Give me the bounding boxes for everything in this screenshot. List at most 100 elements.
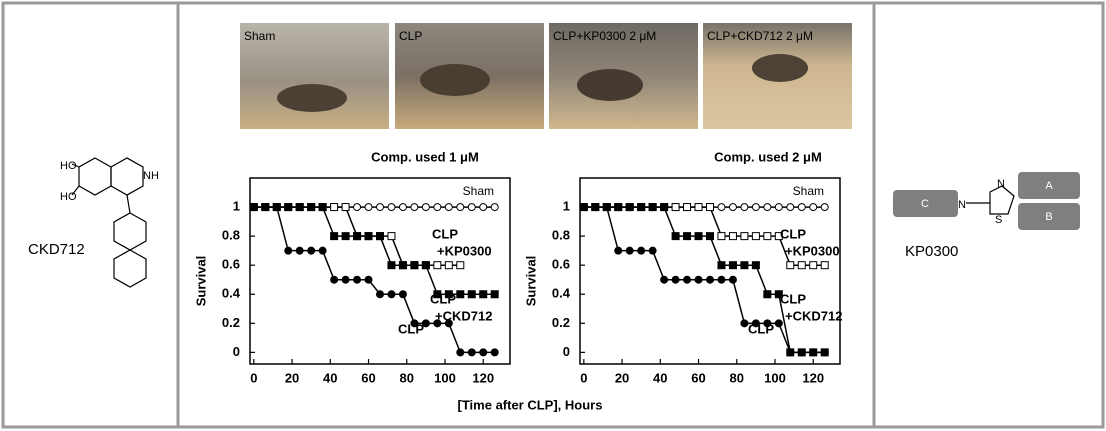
point [318, 203, 327, 212]
x-tick-label: 60 [691, 370, 705, 385]
group-label: C [921, 198, 929, 210]
point [421, 203, 430, 212]
point [820, 203, 829, 212]
point [648, 246, 657, 255]
point [353, 275, 362, 284]
point [479, 290, 488, 299]
point [579, 203, 588, 212]
atom-label: N [997, 178, 1005, 190]
x-tick-label: 120 [802, 370, 824, 385]
point [421, 261, 430, 270]
x-tick-label: 20 [615, 370, 629, 385]
atom-label: N [958, 199, 966, 211]
point [660, 275, 669, 284]
point [625, 203, 634, 212]
series-label: CLP [398, 321, 424, 336]
photo-label: Sham [244, 29, 275, 43]
x-tick-label: 20 [285, 370, 299, 385]
point [694, 232, 703, 241]
y-tick-label: 0.4 [222, 286, 241, 301]
group-box [893, 190, 958, 217]
point [717, 275, 726, 284]
chart-title: Comp. used 1 μM [371, 149, 479, 164]
point [456, 261, 465, 270]
point [249, 203, 258, 212]
group-label: B [1045, 211, 1052, 223]
point [444, 290, 453, 299]
point [410, 261, 419, 270]
point [797, 203, 806, 212]
point [591, 203, 600, 212]
point [318, 246, 327, 255]
y-tick-label: 0 [233, 344, 240, 359]
mouse [752, 54, 808, 82]
point [410, 203, 419, 212]
point [728, 275, 737, 284]
photo-label: CLP [399, 29, 422, 43]
point [376, 203, 384, 212]
point [421, 319, 430, 328]
point [467, 290, 476, 299]
y-tick-label: 1 [233, 199, 240, 214]
point [410, 319, 419, 328]
mouse [420, 64, 490, 96]
point [694, 275, 703, 284]
point [648, 203, 657, 212]
x-tick-label: 40 [323, 370, 337, 385]
series-line [253, 206, 495, 295]
x-axis-label: [Time after CLP], Hours [458, 397, 603, 412]
y-tick-label: 0.8 [222, 228, 240, 243]
point [307, 246, 316, 255]
point [456, 203, 465, 212]
point [683, 275, 692, 284]
x-tick-label: 60 [361, 370, 375, 385]
point [671, 203, 680, 212]
point [797, 261, 806, 270]
point [376, 290, 384, 299]
point [479, 348, 488, 357]
y-tick-label: 0.6 [222, 257, 240, 272]
point [387, 232, 396, 241]
plot-frame [579, 177, 841, 365]
point [295, 203, 304, 212]
point [456, 290, 465, 299]
point [820, 261, 829, 270]
structure-ckd712 [71, 157, 147, 288]
mouse [577, 69, 643, 101]
x-tick-label: 80 [730, 370, 744, 385]
point [364, 275, 373, 284]
point [706, 232, 714, 241]
point [728, 232, 737, 241]
point [467, 203, 476, 212]
x-tick-label: 0 [250, 370, 257, 385]
point [433, 290, 442, 299]
y-tick-label: 0.6 [552, 257, 570, 272]
point [433, 203, 442, 212]
point [786, 261, 795, 270]
structure-kp0300 [966, 185, 1015, 215]
point [387, 290, 396, 299]
point [809, 348, 818, 357]
point [683, 232, 692, 241]
series-label: CLP [780, 226, 806, 241]
point [797, 348, 806, 357]
atom-label: S [995, 214, 1002, 226]
group-box [1018, 203, 1080, 230]
x-tick-label: 80 [400, 370, 414, 385]
y-axis-label: Survival [193, 256, 208, 307]
point [364, 203, 373, 212]
point [774, 203, 783, 212]
point [272, 203, 281, 212]
point [398, 203, 407, 212]
series-label: Sham [463, 184, 494, 198]
point [625, 246, 634, 255]
point [387, 261, 396, 270]
point [671, 232, 680, 241]
point [261, 203, 270, 212]
x-tick-label: 100 [434, 370, 456, 385]
point [717, 232, 726, 241]
point [763, 232, 772, 241]
point [717, 261, 726, 270]
